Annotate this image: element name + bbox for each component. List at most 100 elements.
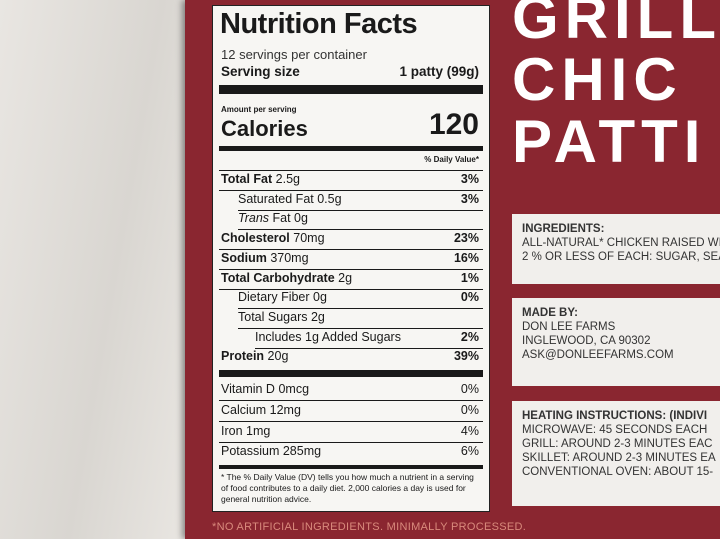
calories: 120 xyxy=(428,108,479,141)
nutrient-name: Cholesterol xyxy=(221,231,290,246)
vitamin-amount: 12mg xyxy=(269,402,301,417)
rule xyxy=(219,190,483,191)
made-by: MADE BY: DON LEE FARMS INGLEWOOD, CA 90302… xyxy=(512,298,720,386)
heating-title: HEATING INSTRUCTIONS: (INDIVI xyxy=(522,410,708,422)
label-title: Nutrition Facts xyxy=(220,8,418,40)
nutrient-row: Cholesterol 70mg xyxy=(221,231,325,245)
vitamin-name: Vitamin D xyxy=(221,382,275,396)
nutrient-dv: 39% xyxy=(453,349,479,364)
vitamin-name: Potassium xyxy=(221,444,280,459)
rule xyxy=(238,229,483,231)
vitamin-dv: 0% xyxy=(460,382,479,396)
rule xyxy=(255,347,483,349)
nutrient-name: Sodium xyxy=(221,250,267,265)
vitamin-name: Iron xyxy=(221,423,243,438)
nutrient-dv: 0% xyxy=(460,290,479,305)
rule xyxy=(219,249,483,251)
made-by-line: DON LEE FARMS xyxy=(522,321,616,333)
nutrient-amount: 2g xyxy=(310,309,325,324)
nutrient-dv: 23% xyxy=(453,231,479,246)
nutrient-name: Trans xyxy=(238,211,270,226)
heating-line: SKILLET: AROUND 2-3 MINUTES EA xyxy=(522,452,716,464)
nutrient-amount: 0.5g xyxy=(317,191,342,206)
rule xyxy=(219,420,483,422)
rule xyxy=(219,268,483,270)
made-by-line: INGLEWOOD, CA 90302 xyxy=(522,335,651,347)
footnote: * The % Daily Value (DV) tells you how m… xyxy=(221,472,474,504)
rule xyxy=(219,146,483,151)
vitamin-dv: 4% xyxy=(460,423,479,438)
made-by-line: ASK@DONLEEFARMS.COM xyxy=(522,349,674,361)
vitamin-amount: 285mg xyxy=(282,444,322,459)
nutrient-row: Trans Fat 0g xyxy=(238,211,308,225)
nutrient-row: Total Sugars 2g xyxy=(238,310,325,324)
nutrient-name: Total Sugars xyxy=(238,309,308,324)
nutrient-amount: Fat 0g xyxy=(272,211,308,226)
serving-size: 1 patty (99g) xyxy=(399,64,479,79)
nutrient-amount: 2.5g xyxy=(275,172,300,186)
nutrient-amount: 370mg xyxy=(270,250,309,265)
rule xyxy=(219,441,483,443)
rule xyxy=(219,465,483,469)
nutrient-row: Protein 20g xyxy=(221,349,288,363)
made-by-title: MADE BY: xyxy=(522,307,579,319)
nutrition-label: Nutrition Facts 12 servings per container… xyxy=(212,5,490,512)
nutrient-row: Dietary Fiber 0g xyxy=(238,290,327,304)
nutrient-row: Total Fat 2.5g xyxy=(221,172,300,186)
nutrient-dv: 16% xyxy=(453,250,479,265)
servings: 12 servings per container xyxy=(221,47,367,62)
nutrient-name: Protein xyxy=(221,349,265,364)
vitamin-dv: 0% xyxy=(460,402,479,417)
package-title: CHIC xyxy=(512,46,683,113)
heating-line: CONVENTIONAL OVEN: ABOUT 15- xyxy=(522,466,714,478)
heating-line: GRILL: AROUND 2-3 MINUTES EAC xyxy=(522,438,713,450)
nutrient-amount: 20g xyxy=(267,349,289,364)
vitamin-row: Calcium 12mg xyxy=(221,403,301,417)
nutrient-amount: 0g xyxy=(313,290,327,305)
calories-label: Calories xyxy=(221,116,308,141)
package-title: GRILL xyxy=(512,0,720,51)
nutrient-name: Includes 1g Added Sugars xyxy=(255,329,401,344)
heating-line: MICROWAVE: 45 SECONDS EACH xyxy=(522,424,708,436)
ingredients-line: 2 % OR LESS OF EACH: SUGAR, SEA xyxy=(522,251,720,263)
rule xyxy=(238,308,483,310)
rule xyxy=(219,400,483,401)
serving-size-label: Serving size xyxy=(221,64,300,79)
rule xyxy=(219,288,483,290)
nutrient-name: Dietary Fiber xyxy=(238,290,310,305)
nutrient-name: Saturated Fat xyxy=(238,191,314,206)
nutrient-amount: 2g xyxy=(338,270,353,285)
ingredients-title: INGREDIENTS: xyxy=(522,223,605,235)
vitamin-amount: 1mg xyxy=(246,423,271,438)
rule xyxy=(219,170,483,171)
ingredients: INGREDIENTS: ALL-NATURAL* CHICKEN RAISED … xyxy=(512,214,720,284)
nutrient-dv: 3% xyxy=(460,191,479,206)
rule xyxy=(238,209,483,211)
vitamin-name: Calcium xyxy=(221,402,267,417)
nutrient-row: Includes 1g Added Sugars xyxy=(255,330,401,344)
nutrient-dv: 2% xyxy=(460,329,479,344)
nutrient-dv: 1% xyxy=(460,270,479,285)
nutrient-dv: 3% xyxy=(460,172,479,186)
amount-per-serving: Amount per serving xyxy=(221,105,297,114)
ingredients-line: ALL-NATURAL* CHICKEN RAISED WIT xyxy=(522,237,720,249)
vitamin-row: Iron 1mg xyxy=(221,424,270,438)
nutrient-name: Total Fat xyxy=(221,172,273,186)
package-title: PATTI xyxy=(512,108,707,175)
nutrient-row: Saturated Fat 0.5g xyxy=(238,192,342,206)
vitamin-row: Vitamin D 0mcg xyxy=(221,382,309,396)
dv-header: % Daily Value* xyxy=(424,155,479,164)
heating: HEATING INSTRUCTIONS: (INDIVI MICROWAVE: … xyxy=(512,401,720,506)
rule xyxy=(238,327,483,329)
package-bottom-text: *NO ARTIFICIAL INGREDIENTS. MINIMALLY PR… xyxy=(212,521,527,533)
nutrient-row: Sodium 370mg xyxy=(221,251,309,265)
vitamin-amount: 0mcg xyxy=(278,382,310,396)
vitamin-row: Potassium 285mg xyxy=(221,444,321,458)
nutrient-name: Total Carbohydrate xyxy=(221,270,335,285)
nutrient-row: Total Carbohydrate 2g xyxy=(221,271,352,285)
vitamin-dv: 6% xyxy=(460,444,479,459)
rule xyxy=(219,85,483,94)
nutrient-amount: 70mg xyxy=(293,231,325,246)
rule xyxy=(219,370,483,377)
